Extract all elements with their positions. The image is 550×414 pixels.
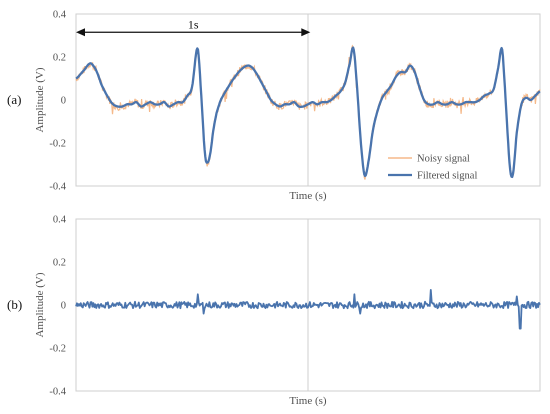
panel-b-xlabel: Time (s) (289, 395, 327, 407)
ytick-label: -0.4 (49, 182, 66, 193)
panel-b-ylabel: Amplitude (V) (34, 272, 46, 337)
panel-a-label: (a) (7, 92, 21, 107)
ytick-label: 0 (61, 96, 66, 107)
panel-b: 0.4 0.2 0 -0.2 -0.4 Amplitude (V) Time (s) (… (7, 215, 541, 407)
ytick-label: 0.4 (53, 215, 67, 226)
duration-annotation: 1s (76, 17, 311, 37)
panel-a-ylabel: Amplitude (V) (34, 67, 46, 132)
annotation-label: 1s (188, 17, 199, 31)
ytick-label: 0.2 (53, 258, 66, 269)
noise-residual-line (75, 289, 541, 330)
panel-b-label: (b) (7, 297, 22, 312)
ytick-label: 0.2 (53, 53, 66, 64)
panel-b-ytick-labels: 0.4 0.2 0 -0.2 -0.4 (49, 215, 66, 398)
panel-a-ytick-labels: 0.4 0.2 0 -0.2 -0.4 (49, 10, 66, 193)
legend-entry: Filtered signal (417, 171, 477, 182)
ytick-label: -0.4 (49, 387, 66, 398)
legend-entry: Noisy signal (417, 154, 470, 165)
panel-a: 0.4 0.2 0 -0.2 -0.4 Amplitude (V) Time (s) (… (7, 10, 541, 202)
panel-a-xlabel: Time (s) (289, 190, 327, 202)
legend: Noisy signal Filtered signal (388, 154, 477, 182)
ytick-label: -0.2 (49, 139, 66, 150)
arrowhead-left-icon (76, 28, 85, 37)
filtered-signal-line (75, 46, 541, 179)
ytick-label: 0 (61, 301, 66, 312)
ytick-label: -0.2 (49, 344, 66, 355)
arrowhead-right-icon (301, 28, 311, 37)
ytick-label: 0.4 (53, 10, 67, 21)
